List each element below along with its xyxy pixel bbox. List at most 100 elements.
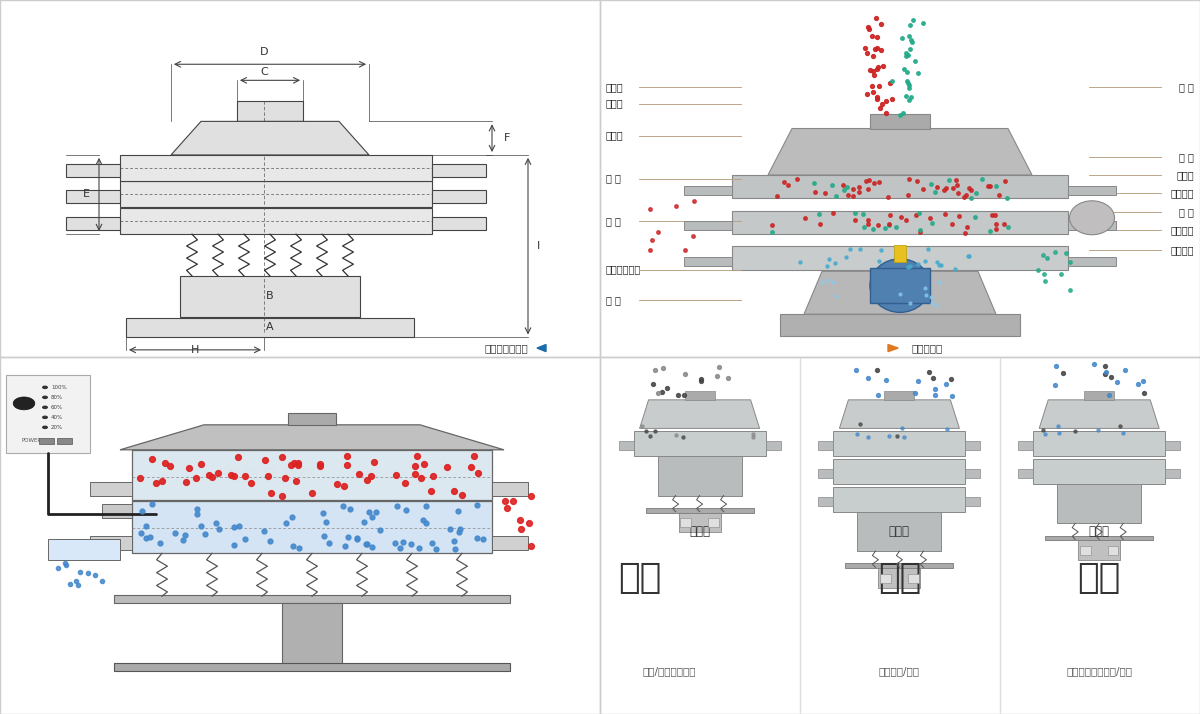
Polygon shape	[684, 221, 732, 230]
Bar	[845, 563, 953, 568]
Text: 网 架: 网 架	[1180, 152, 1194, 162]
Text: I: I	[538, 241, 540, 251]
Text: 60%: 60%	[50, 405, 64, 410]
Polygon shape	[1068, 221, 1116, 230]
Bar	[432, 164, 486, 177]
Bar	[684, 391, 715, 400]
Text: 20%: 20%	[50, 425, 64, 430]
Bar	[6, 375, 90, 453]
Text: 好色先生  好色先生  好色先生  好色先生  好色先生: 好色先生 好色先生 好色先生 好色先生 好色先生	[224, 468, 316, 474]
Bar	[132, 450, 492, 500]
Bar	[833, 487, 965, 512]
Bar	[833, 431, 965, 456]
Text: 弹 簧: 弹 簧	[606, 216, 620, 226]
Text: 加重块: 加重块	[1176, 170, 1194, 180]
Bar	[884, 391, 914, 400]
Bar	[1165, 468, 1180, 478]
Polygon shape	[840, 400, 960, 428]
Bar	[180, 276, 360, 317]
Bar	[132, 501, 492, 553]
Polygon shape	[732, 175, 1068, 198]
Text: 单层式: 单层式	[689, 525, 710, 538]
Bar	[708, 518, 719, 527]
Text: 分级: 分级	[618, 561, 661, 595]
Bar	[282, 603, 342, 664]
Polygon shape	[780, 314, 1020, 336]
Bar	[58, 438, 72, 444]
Bar	[619, 441, 634, 450]
Text: 运输固定螺栓: 运输固定螺栓	[606, 264, 641, 275]
Text: 40%: 40%	[50, 415, 64, 420]
Circle shape	[42, 396, 48, 399]
Ellipse shape	[1069, 201, 1115, 235]
Bar	[288, 413, 336, 425]
Bar	[1045, 536, 1153, 540]
Bar	[238, 101, 302, 121]
Bar	[679, 513, 720, 533]
Bar	[857, 512, 942, 551]
Text: B: B	[266, 291, 274, 301]
Text: 出料口: 出料口	[606, 131, 624, 141]
Circle shape	[42, 406, 48, 409]
Bar	[658, 456, 742, 496]
Text: F: F	[504, 133, 510, 144]
Bar	[120, 208, 432, 234]
Circle shape	[13, 397, 35, 410]
Bar	[38, 438, 54, 444]
Bar	[1057, 484, 1141, 523]
Bar	[126, 318, 414, 338]
Text: 下部重锤: 下部重锤	[1170, 245, 1194, 255]
Bar	[646, 508, 754, 513]
Bar	[120, 181, 432, 207]
Polygon shape	[120, 425, 504, 450]
Polygon shape	[732, 246, 1068, 269]
Text: 除杂: 除杂	[1078, 561, 1121, 595]
Bar	[965, 468, 980, 478]
Bar	[870, 268, 930, 303]
Bar	[432, 217, 486, 230]
Bar	[1108, 546, 1118, 555]
Polygon shape	[732, 211, 1068, 234]
Bar	[48, 539, 120, 560]
Polygon shape	[170, 121, 370, 155]
Bar	[90, 536, 132, 550]
Bar	[908, 574, 919, 583]
Text: 进料口: 进料口	[606, 82, 624, 93]
Bar	[120, 155, 432, 181]
Text: 100%: 100%	[50, 385, 67, 390]
Bar	[114, 663, 510, 671]
Circle shape	[42, 386, 48, 389]
Circle shape	[42, 416, 48, 419]
Polygon shape	[1068, 257, 1116, 266]
Text: 防尘盖: 防尘盖	[606, 99, 624, 109]
Text: 束 环: 束 环	[606, 174, 620, 183]
Bar	[492, 536, 528, 550]
Text: 筛 网: 筛 网	[1180, 82, 1194, 93]
Bar	[818, 468, 833, 478]
Bar	[1078, 540, 1120, 560]
Bar	[818, 497, 833, 506]
Text: 外形尺寸示意图: 外形尺寸示意图	[485, 343, 528, 353]
Text: 筛 盘: 筛 盘	[1180, 207, 1194, 218]
Text: 颗粒/粉末准确分级: 颗粒/粉末准确分级	[643, 666, 696, 676]
Text: 结构示意图: 结构示意图	[912, 343, 943, 353]
Text: 振动电机: 振动电机	[1170, 225, 1194, 236]
Bar	[66, 217, 120, 230]
Bar	[432, 190, 486, 203]
Bar	[894, 244, 906, 262]
Bar	[870, 114, 930, 129]
Text: 双层式: 双层式	[1088, 525, 1110, 538]
Bar	[66, 164, 120, 177]
Bar	[1019, 468, 1033, 478]
Circle shape	[42, 426, 48, 429]
Text: 过滤: 过滤	[877, 561, 922, 595]
Polygon shape	[684, 257, 732, 266]
Bar	[680, 518, 691, 527]
Polygon shape	[1039, 400, 1159, 428]
Text: A: A	[266, 322, 274, 333]
Polygon shape	[640, 400, 760, 428]
Bar	[1165, 441, 1180, 450]
Text: 上部重锤: 上部重锤	[1170, 188, 1194, 198]
Bar	[66, 190, 120, 203]
Bar	[833, 459, 965, 484]
